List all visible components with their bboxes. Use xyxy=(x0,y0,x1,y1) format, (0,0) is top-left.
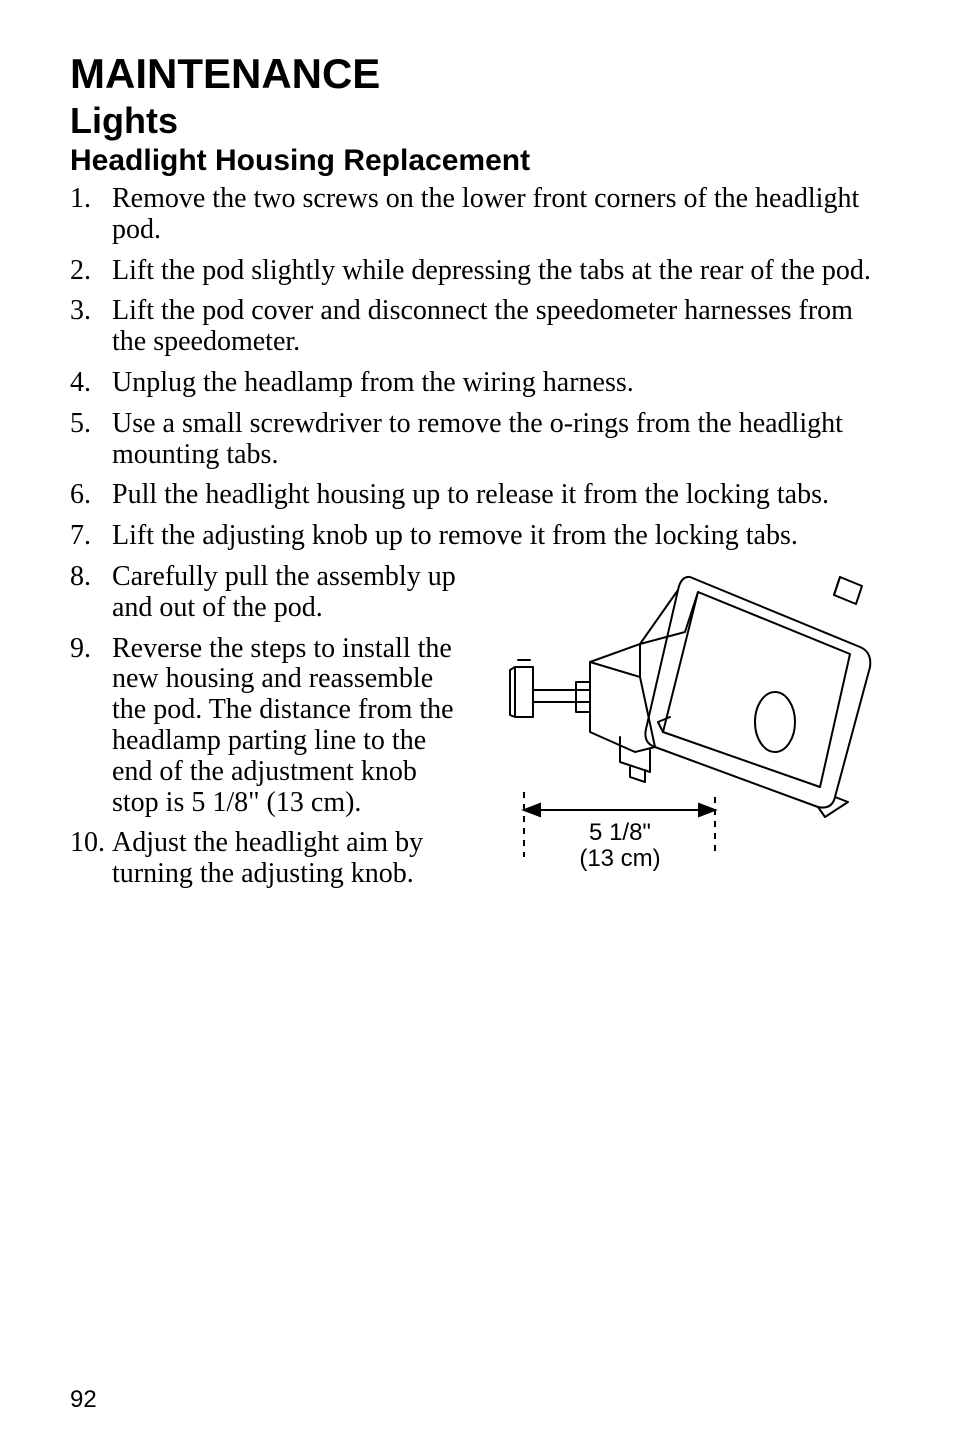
dimension-label-1: 5 1/8" xyxy=(589,819,651,846)
list-item: Unplug the headlamp from the wiring harn… xyxy=(70,368,884,399)
list-item: Lift the adjusting knob up to remove it … xyxy=(70,521,884,552)
headlight-housing-icon: 5 1/8" (13 cm) xyxy=(480,562,880,882)
dimension-label-2: (13 cm) xyxy=(579,845,660,872)
instruction-list: Remove the two screws on the lower front… xyxy=(70,184,884,552)
subsection-title: Headlight Housing Replacement xyxy=(70,144,884,178)
page-title: MAINTENANCE xyxy=(70,50,884,98)
list-item: Use a small screwdriver to remove the o-… xyxy=(70,409,884,471)
list-item: Pull the headlight housing up to release… xyxy=(70,480,884,511)
section-title: Lights xyxy=(70,100,884,142)
instruction-list-continued: Carefully pull the assembly up and out o… xyxy=(70,562,470,900)
list-item: Carefully pull the assembly up and out o… xyxy=(70,562,470,624)
list-item: Lift the pod slightly while depressing t… xyxy=(70,256,884,287)
list-item: Remove the two screws on the lower front… xyxy=(70,184,884,246)
page-number: 92 xyxy=(70,1386,97,1414)
list-item: Reverse the steps to install the new hou… xyxy=(70,634,470,819)
list-item: Adjust the headlight aim by turning the … xyxy=(70,828,470,890)
list-item: Lift the pod cover and disconnect the sp… xyxy=(70,296,884,358)
headlight-diagram: 5 1/8" (13 cm) xyxy=(470,562,884,887)
